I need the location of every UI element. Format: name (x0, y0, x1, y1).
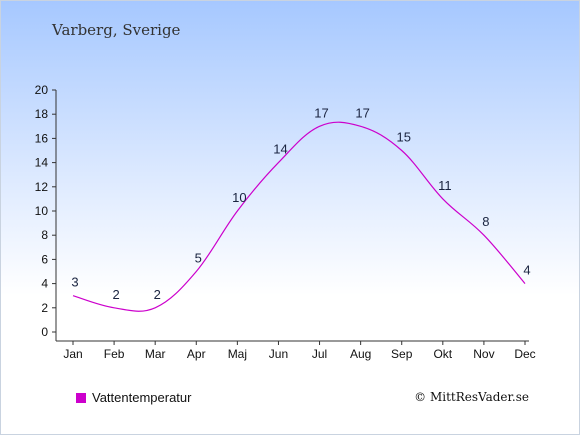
x-tick-label: Feb (104, 347, 125, 361)
y-tick-label: 8 (41, 228, 48, 242)
data-label: 2 (154, 287, 161, 302)
data-label: 11 (438, 178, 452, 193)
location-title: Varberg, Sverige (52, 21, 181, 39)
x-tick-label: Nov (473, 347, 494, 361)
y-tick-label: 16 (35, 131, 49, 145)
x-tick-label: Jan (63, 347, 82, 361)
y-tick-label: 10 (35, 204, 49, 218)
y-tick-label: 0 (41, 325, 48, 339)
credit-text: © MittResVader.se (414, 390, 529, 404)
data-label: 4 (523, 263, 530, 278)
x-tick-label: Maj (228, 347, 247, 361)
x-tick-label: Okt (433, 347, 452, 361)
legend-label: Vattentemperatur (92, 390, 192, 405)
x-tick-label: Mar (145, 347, 166, 361)
data-label: 8 (482, 214, 489, 229)
axes: 0 2 4 6 8 10 12 14 16 18 20 Jan Feb Mar Apr Maj Jun Jul Au… (35, 83, 536, 361)
data-label: 3 (71, 275, 78, 290)
y-tick-label: 20 (35, 83, 49, 97)
data-label: 17 (355, 105, 369, 120)
data-labels-layer: 3 2 2 5 10 14 17 17 15 11 8 4 (71, 105, 530, 301)
data-label: 17 (314, 105, 328, 120)
x-tick-label: Dec (514, 347, 535, 361)
x-tick-label: Apr (187, 347, 206, 361)
y-tick-label: 18 (35, 107, 49, 121)
data-label: 5 (195, 251, 202, 266)
x-tick-label: Jun (269, 347, 288, 361)
data-label: 2 (112, 287, 119, 302)
data-label: 10 (232, 190, 246, 205)
y-tick-label: 12 (35, 180, 49, 194)
data-label: 15 (396, 130, 410, 145)
series-line-vattentemperatur (72, 121, 526, 312)
y-tick-label: 14 (35, 156, 49, 170)
legend: Vattentemperatur (76, 390, 191, 405)
data-label: 14 (273, 142, 287, 157)
x-tick-label: Sep (391, 347, 413, 361)
x-tick-label: Jul (312, 347, 327, 361)
series-layer (72, 121, 526, 312)
x-tick-label: Aug (350, 347, 371, 361)
y-tick-label: 6 (41, 252, 48, 266)
y-tick-label: 4 (41, 277, 48, 291)
y-tick-label: 2 (41, 301, 48, 315)
legend-swatch (76, 392, 86, 403)
